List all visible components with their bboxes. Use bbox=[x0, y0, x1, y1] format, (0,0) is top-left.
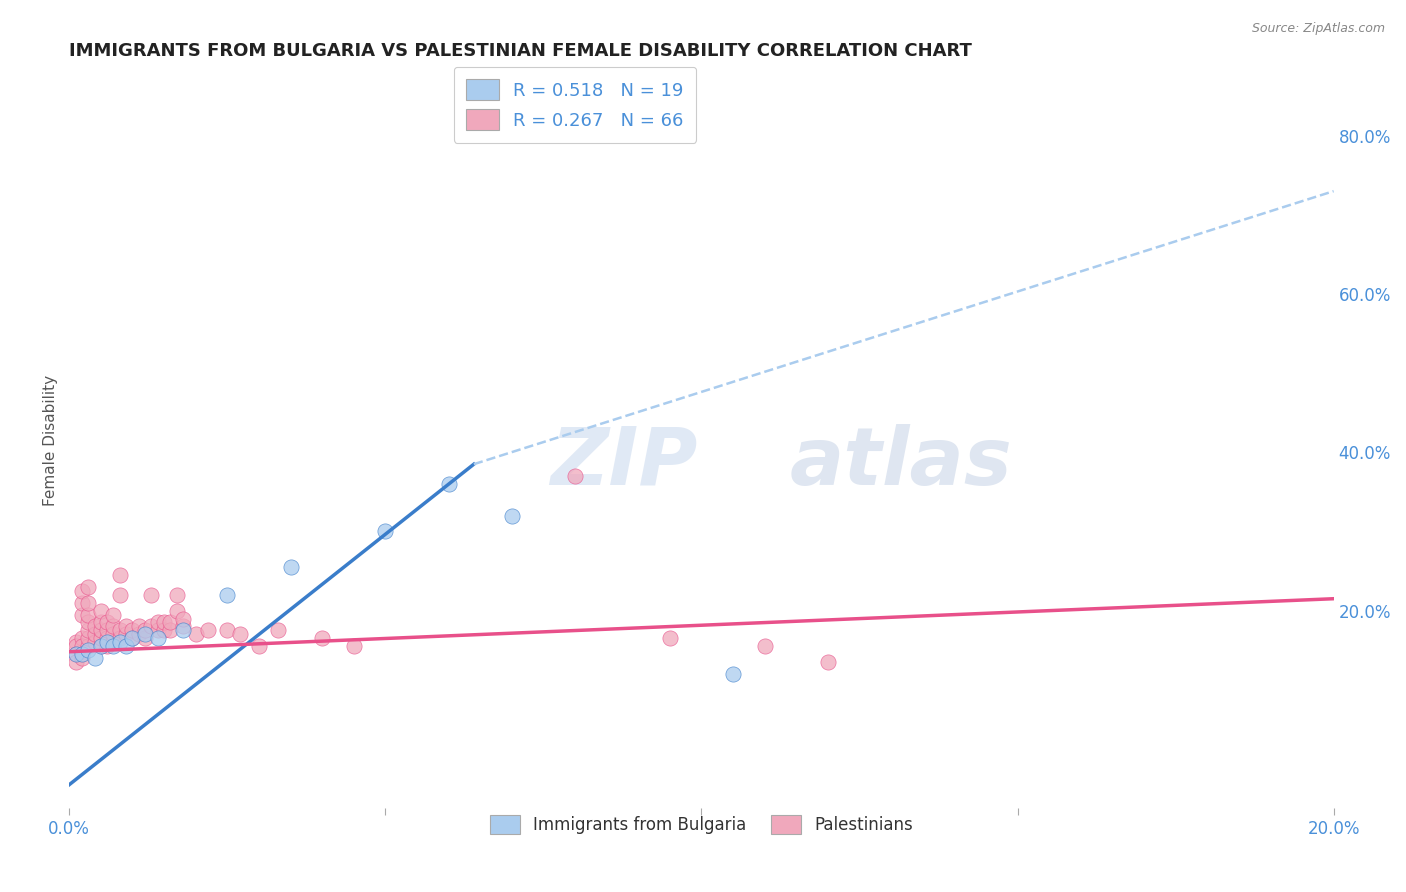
Point bbox=[128, 619, 150, 633]
Point bbox=[90, 604, 112, 618]
Point bbox=[817, 655, 839, 669]
Point bbox=[115, 619, 138, 633]
Point bbox=[311, 632, 333, 646]
Point bbox=[77, 624, 100, 638]
Point bbox=[121, 632, 143, 646]
Point bbox=[166, 588, 188, 602]
Point bbox=[159, 615, 181, 630]
Point bbox=[374, 524, 396, 539]
Point bbox=[65, 647, 87, 661]
Point bbox=[247, 639, 270, 653]
Point bbox=[70, 607, 93, 622]
Point bbox=[172, 624, 194, 638]
Point bbox=[83, 651, 105, 665]
Point bbox=[501, 508, 523, 523]
Y-axis label: Female Disability: Female Disability bbox=[44, 375, 58, 506]
Point bbox=[70, 632, 93, 646]
Point bbox=[77, 615, 100, 630]
Point bbox=[83, 619, 105, 633]
Point bbox=[70, 596, 93, 610]
Point bbox=[65, 639, 87, 653]
Point bbox=[65, 635, 87, 649]
Point bbox=[96, 624, 118, 638]
Point bbox=[229, 627, 252, 641]
Point bbox=[172, 611, 194, 625]
Point bbox=[108, 588, 131, 602]
Point bbox=[90, 615, 112, 630]
Point bbox=[90, 639, 112, 653]
Point bbox=[96, 639, 118, 653]
Point bbox=[103, 607, 125, 622]
Point bbox=[564, 469, 586, 483]
Point bbox=[103, 619, 125, 633]
Point bbox=[267, 624, 290, 638]
Point bbox=[103, 635, 125, 649]
Point bbox=[90, 639, 112, 653]
Point bbox=[108, 568, 131, 582]
Point bbox=[121, 624, 143, 638]
Point bbox=[141, 588, 163, 602]
Point bbox=[754, 639, 776, 653]
Point bbox=[197, 624, 219, 638]
Point bbox=[121, 632, 143, 646]
Point bbox=[103, 639, 125, 653]
Text: atlas: atlas bbox=[790, 424, 1012, 501]
Point bbox=[184, 627, 207, 641]
Point bbox=[103, 627, 125, 641]
Point bbox=[115, 627, 138, 641]
Point bbox=[343, 639, 366, 653]
Point bbox=[217, 624, 239, 638]
Point bbox=[83, 635, 105, 649]
Point bbox=[77, 639, 100, 653]
Text: Source: ZipAtlas.com: Source: ZipAtlas.com bbox=[1251, 22, 1385, 36]
Point bbox=[128, 627, 150, 641]
Point bbox=[658, 632, 681, 646]
Point bbox=[153, 624, 176, 638]
Point bbox=[166, 604, 188, 618]
Point bbox=[280, 560, 302, 574]
Point bbox=[153, 615, 176, 630]
Point bbox=[96, 632, 118, 646]
Point bbox=[70, 583, 93, 598]
Point bbox=[83, 627, 105, 641]
Point bbox=[217, 588, 239, 602]
Point bbox=[77, 580, 100, 594]
Point bbox=[70, 639, 93, 653]
Point bbox=[65, 647, 87, 661]
Point bbox=[146, 615, 169, 630]
Point bbox=[77, 632, 100, 646]
Point bbox=[77, 607, 100, 622]
Point bbox=[134, 627, 156, 641]
Point bbox=[108, 624, 131, 638]
Point bbox=[134, 632, 156, 646]
Point bbox=[70, 647, 93, 661]
Point bbox=[77, 596, 100, 610]
Point bbox=[65, 655, 87, 669]
Point bbox=[146, 624, 169, 638]
Text: ZIP: ZIP bbox=[550, 424, 697, 501]
Point bbox=[96, 635, 118, 649]
Point bbox=[721, 666, 744, 681]
Point bbox=[437, 477, 460, 491]
Point bbox=[172, 619, 194, 633]
Point bbox=[96, 615, 118, 630]
Point bbox=[70, 651, 93, 665]
Point bbox=[70, 647, 93, 661]
Text: IMMIGRANTS FROM BULGARIA VS PALESTINIAN FEMALE DISABILITY CORRELATION CHART: IMMIGRANTS FROM BULGARIA VS PALESTINIAN … bbox=[69, 42, 972, 60]
Point bbox=[146, 632, 169, 646]
Point bbox=[159, 624, 181, 638]
Point bbox=[90, 624, 112, 638]
Point bbox=[115, 639, 138, 653]
Legend: Immigrants from Bulgaria, Palestinians: Immigrants from Bulgaria, Palestinians bbox=[479, 805, 924, 844]
Point bbox=[134, 624, 156, 638]
Point bbox=[108, 632, 131, 646]
Point bbox=[108, 635, 131, 649]
Point bbox=[90, 632, 112, 646]
Point bbox=[141, 619, 163, 633]
Point bbox=[77, 643, 100, 657]
